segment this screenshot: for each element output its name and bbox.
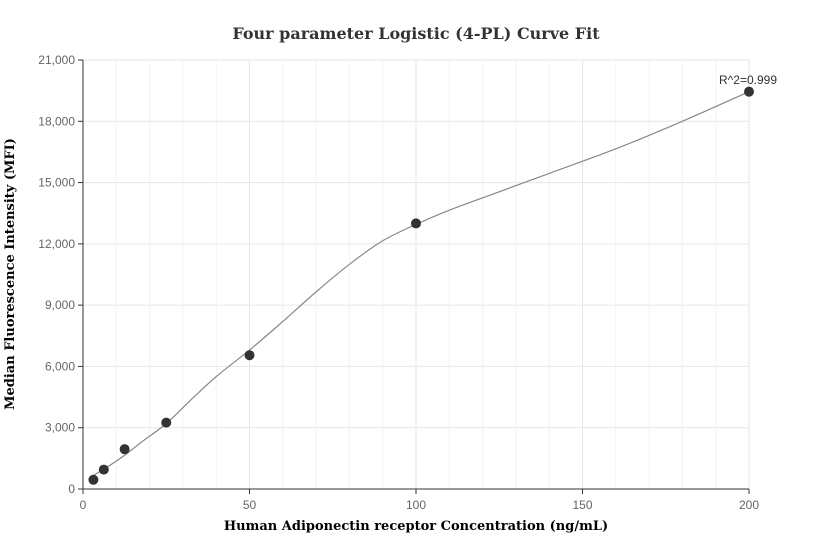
data-point bbox=[244, 350, 255, 361]
y-tick-label: 21,000 bbox=[38, 53, 75, 67]
x-tick-label: 150 bbox=[572, 498, 592, 512]
data-point bbox=[161, 417, 172, 428]
fit-curve-layer bbox=[92, 91, 750, 477]
axes: 0 3,000 6,000 9,000 12,000 15,000 18,000 21,000… bbox=[38, 53, 759, 512]
data-point bbox=[98, 464, 109, 475]
y-tick-label: 6,000 bbox=[45, 359, 75, 373]
data-point bbox=[411, 218, 421, 229]
data-point bbox=[119, 444, 130, 455]
data-point bbox=[744, 86, 754, 97]
chart-title: Four parameter Logistic (4-PL) Curve Fit bbox=[232, 24, 600, 43]
y-tick-label: 9,000 bbox=[45, 298, 75, 312]
x-tick-label: 0 bbox=[80, 498, 87, 512]
data-point bbox=[88, 474, 99, 485]
y-tick-label: 12,000 bbox=[38, 237, 75, 251]
y-axis-title: Median Fluorescence Intensity (MFI) bbox=[3, 138, 18, 410]
data-points bbox=[88, 86, 754, 485]
x-tick-label: 100 bbox=[406, 498, 426, 512]
y-tick-label: 18,000 bbox=[38, 114, 75, 128]
x-tick-label: 50 bbox=[243, 498, 257, 512]
grid bbox=[83, 59, 750, 489]
x-axis-title: Human Adiponectin receptor Concentration… bbox=[224, 519, 608, 534]
r-squared-annotation: R^2=0.999 bbox=[719, 73, 777, 87]
x-tick-label: 200 bbox=[739, 498, 759, 512]
y-tick-label: 0 bbox=[68, 482, 75, 496]
fit-curve bbox=[92, 91, 750, 477]
y-tick-label: 15,000 bbox=[38, 176, 75, 190]
y-tick-label: 3,000 bbox=[45, 421, 75, 435]
